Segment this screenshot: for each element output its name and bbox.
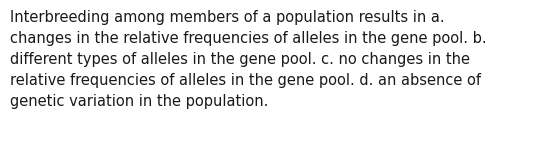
- Text: Interbreeding among members of a population results in a.
changes in the relativ: Interbreeding among members of a populat…: [10, 10, 487, 109]
